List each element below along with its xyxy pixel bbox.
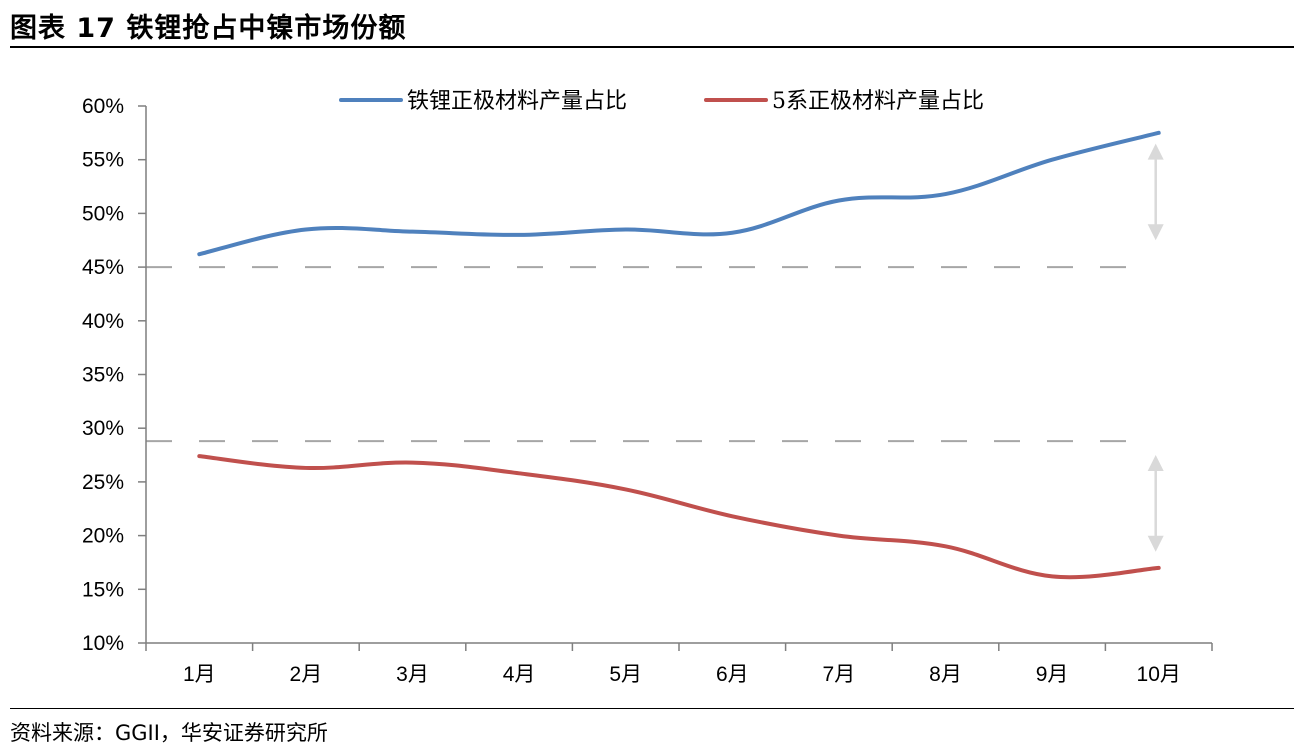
y-tick-label: 15% [82, 578, 124, 601]
legend-label-0: 铁锂正极材料产量占比 [407, 89, 627, 114]
y-tick-label: 30% [82, 417, 124, 440]
x-tick-label: 1月 [183, 663, 216, 686]
y-tick-label: 55% [82, 149, 124, 172]
source-rule [10, 708, 1294, 709]
x-tick-label: 4月 [503, 663, 536, 686]
series-lines [197, 130, 1161, 580]
series-line-ncm5 [197, 454, 1161, 580]
arrow-head-up-1 [1147, 455, 1164, 472]
series-line-lfp [197, 130, 1161, 257]
legend: 铁锂正极材料产量占比 5系正极材料产量占比 [339, 89, 984, 114]
legend-label-1: 5系正极材料产量占比 [772, 89, 984, 114]
y-tick-label: 25% [82, 471, 124, 494]
y-tick-label: 10% [82, 632, 124, 655]
x-tick-label: 6月 [716, 663, 749, 686]
arrow-head-down-0 [1147, 224, 1164, 241]
y-tick-label: 50% [82, 202, 124, 225]
x-tick-label: 10月 [1137, 663, 1181, 686]
y-tick-label: 40% [82, 310, 124, 333]
x-tick-label: 7月 [823, 663, 856, 686]
title-rule [10, 46, 1294, 48]
y-tick-label: 20% [82, 525, 124, 548]
x-tick-label: 3月 [396, 663, 429, 686]
arrow-head-up-0 [1147, 143, 1164, 160]
reference-lines [146, 266, 1151, 443]
x-tick-label: 9月 [1036, 663, 1069, 686]
y-tick-label: 60% [82, 95, 124, 118]
x-tick-label: 5月 [609, 663, 642, 686]
figure-title: 图表 17 铁锂抢占中镍市场份额 [10, 13, 407, 44]
y-tick-label: 35% [82, 364, 124, 387]
y-tick-label: 45% [82, 256, 124, 279]
x-tick-label: 2月 [290, 663, 323, 686]
arrow-head-down-1 [1147, 535, 1164, 552]
x-tick-label: 8月 [929, 663, 962, 686]
source-note: 资料来源：GGII，华安证券研究所 [10, 721, 328, 745]
change-arrows [1147, 143, 1164, 552]
axes: 10% 15% 20% 25% 30% 35% 40% 45% 50% 55% 60% 1月 2月 3月 4… [82, 95, 1213, 686]
